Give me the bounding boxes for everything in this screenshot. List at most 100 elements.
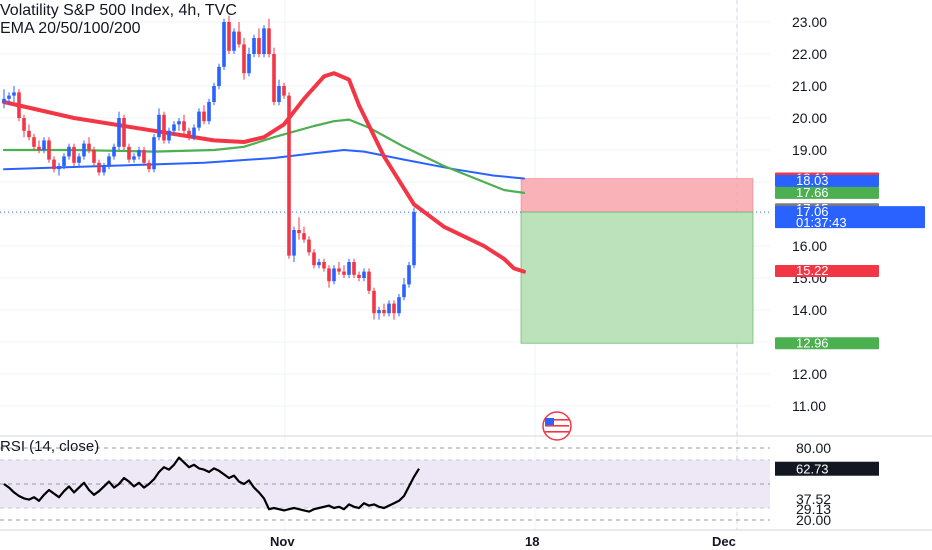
candle-body	[362, 271, 366, 278]
candle-body	[147, 162, 151, 170]
ema100-line	[3, 149, 525, 180]
us-flag-stripe	[545, 422, 569, 424]
candle-body	[242, 44, 246, 74]
candle-body	[107, 156, 111, 166]
candle-body	[237, 31, 241, 45]
y-tick-label: 14.00	[792, 302, 827, 318]
candle-body	[152, 137, 156, 170]
price-badge-label: 17.66	[796, 185, 829, 200]
candle-body	[287, 95, 291, 256]
candle-body	[117, 118, 121, 147]
candle-body	[22, 118, 26, 131]
candle-body	[132, 156, 136, 160]
price-badge	[775, 175, 879, 188]
x-tick-label: 18	[525, 534, 539, 549]
candle-body	[232, 31, 236, 51]
price-badge-label: 12.96	[796, 335, 829, 350]
candle-body	[182, 121, 186, 131]
candle-body	[72, 146, 76, 163]
candle-body	[52, 159, 56, 170]
candle-body	[402, 284, 406, 298]
y-tick-label: 23.00	[792, 14, 827, 30]
candle-body	[212, 86, 216, 102]
countdown-label: 01:37:43	[796, 215, 847, 230]
candle-body	[327, 268, 331, 282]
price-badge-label: 17.06	[796, 204, 829, 219]
rsi-tick-label: 20.00	[796, 512, 831, 528]
candle-body	[47, 140, 51, 160]
candle-body	[267, 28, 271, 54]
candle-body	[252, 38, 256, 54]
candle-body	[407, 265, 411, 285]
candle-body	[7, 95, 11, 99]
us-flag-stripe	[545, 428, 569, 430]
candle-body	[162, 114, 166, 141]
us-flag-stripe	[545, 419, 569, 421]
candle-body	[272, 54, 276, 102]
candle-body	[352, 262, 356, 275]
ema-legend: EMA 20/50/100/200	[0, 20, 141, 37]
candle-body	[387, 303, 391, 314]
candle-body	[347, 262, 351, 275]
candle-body	[27, 130, 31, 138]
y-tick-label: 19.00	[792, 142, 827, 158]
candle-body	[222, 22, 226, 67]
candle-body	[412, 212, 416, 266]
candle-body	[127, 146, 131, 160]
candle-body	[202, 111, 206, 122]
y-tick-label: 16.00	[792, 238, 827, 254]
y-tick-label: 22.00	[792, 46, 827, 62]
candle-body	[257, 38, 261, 54]
candle-body	[317, 262, 321, 266]
candle-body	[92, 150, 96, 163]
y-tick-label: 20.00	[792, 110, 827, 126]
candle-body	[192, 127, 196, 138]
rsi-line	[3, 456, 420, 513]
candle-body	[82, 143, 86, 157]
rsi-tick-label: 37.52	[796, 491, 831, 507]
candle-body	[122, 118, 126, 147]
candle-body	[77, 156, 81, 163]
candle-body	[102, 166, 106, 173]
candle-body	[302, 233, 306, 240]
candle-body	[87, 143, 91, 150]
candle-body	[292, 230, 296, 256]
grid-lines	[0, 0, 932, 531]
candle-body	[137, 150, 141, 157]
us-flag-canton	[545, 418, 554, 425]
candle-body	[372, 290, 376, 314]
candle-body	[322, 262, 326, 269]
y-tick-label: 11.00	[792, 398, 826, 414]
candle-body	[97, 162, 101, 173]
candle-body	[247, 54, 251, 74]
rsi-value-label: 62.73	[796, 462, 829, 477]
candle-body	[32, 137, 36, 147]
candle-body	[282, 86, 286, 96]
candle-body	[17, 92, 21, 118]
candle-body	[277, 86, 281, 102]
rsi-tick-label: 80.00	[796, 440, 831, 456]
candle-body	[377, 310, 381, 314]
stop-loss-zone	[520, 177, 754, 213]
rsi-title: RSI (14, close)	[0, 438, 100, 455]
price-badges: 18.1118.0317.6617.1517.0601:37:4315.2212…	[775, 170, 925, 477]
candle-body	[307, 239, 311, 253]
us-flag-icon[interactable]	[542, 411, 572, 441]
candle-body	[2, 98, 6, 102]
candle-body	[157, 114, 161, 138]
candle-body	[37, 146, 41, 150]
candle-body	[207, 102, 211, 122]
ema-lines	[2, 71, 526, 274]
price-badge-label: 15.22	[796, 263, 829, 278]
candle-body	[332, 268, 336, 282]
position-zones	[520, 177, 754, 344]
price-badge	[775, 206, 925, 229]
candle-body	[337, 268, 341, 272]
candle-body	[57, 166, 61, 170]
candle-body	[172, 124, 176, 131]
us-flag-stripe	[545, 425, 569, 427]
take-profit-zone	[520, 211, 754, 344]
candle-body	[67, 146, 71, 157]
us-flag-stripe	[545, 431, 569, 433]
